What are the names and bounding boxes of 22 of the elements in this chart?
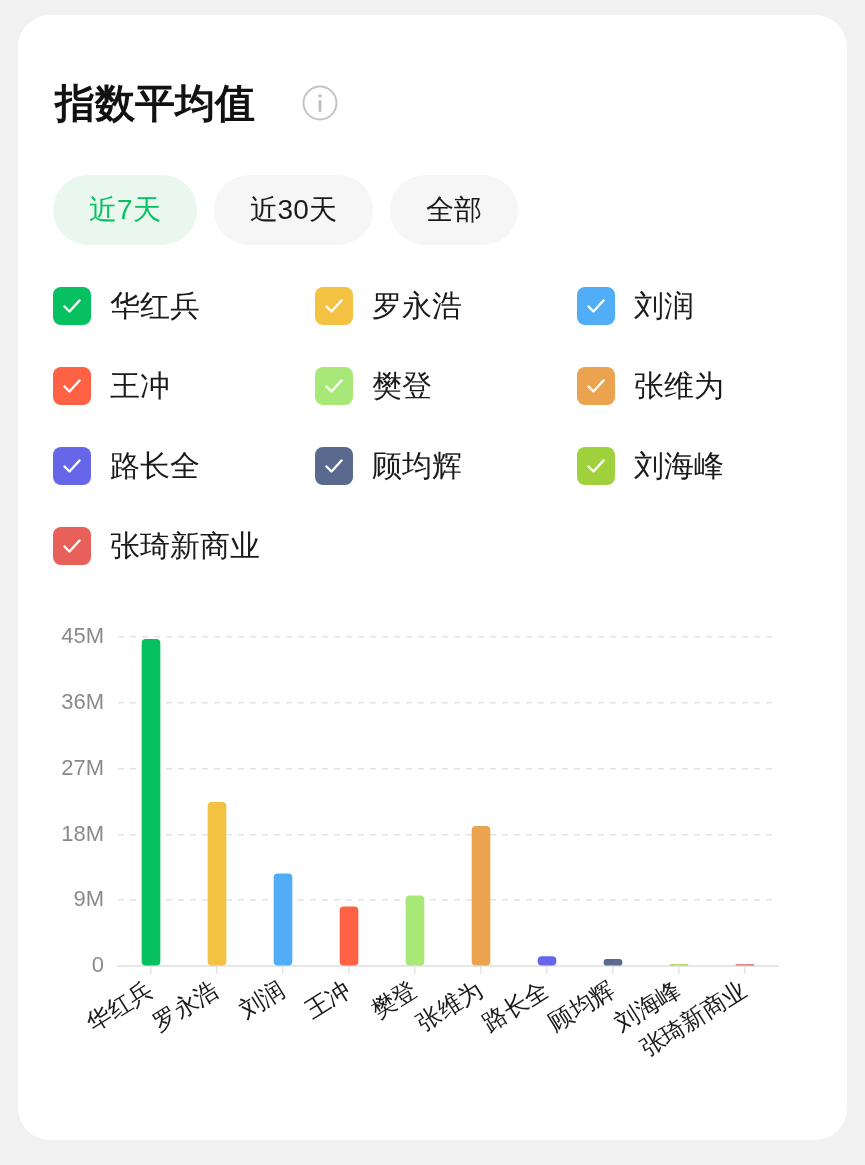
text: 全部 [425, 193, 482, 227]
y-tick-label: 27M [61, 754, 104, 780]
legend-label: 张琦新商业 [110, 528, 260, 564]
y-tick-label: 36M [61, 689, 104, 715]
legend-label: 樊登 [372, 368, 432, 404]
text: 近7天 [89, 193, 161, 227]
legend-label: 罗永浩 [372, 288, 462, 324]
legend-label: 顾均辉 [372, 448, 462, 484]
y-tick-label: 45M [61, 623, 104, 649]
legend-label: 张维为 [634, 368, 724, 404]
chart-title: 指数平均值 [55, 80, 255, 127]
y-tick-label: 0 [91, 952, 104, 978]
legend-label: 刘海峰 [634, 448, 724, 484]
legend-label: 华红兵 [110, 288, 200, 324]
x-tick-label: 王冲 [300, 975, 356, 1024]
legend-label: 路长全 [110, 448, 200, 484]
legend-label: 刘润 [634, 288, 694, 324]
x-tick-label: 刘润 [234, 975, 290, 1024]
y-tick-label: 9M [73, 886, 104, 912]
y-tick-label: 18M [61, 820, 104, 846]
text: 近30天 [249, 193, 337, 227]
legend-label: 王冲 [110, 368, 170, 404]
